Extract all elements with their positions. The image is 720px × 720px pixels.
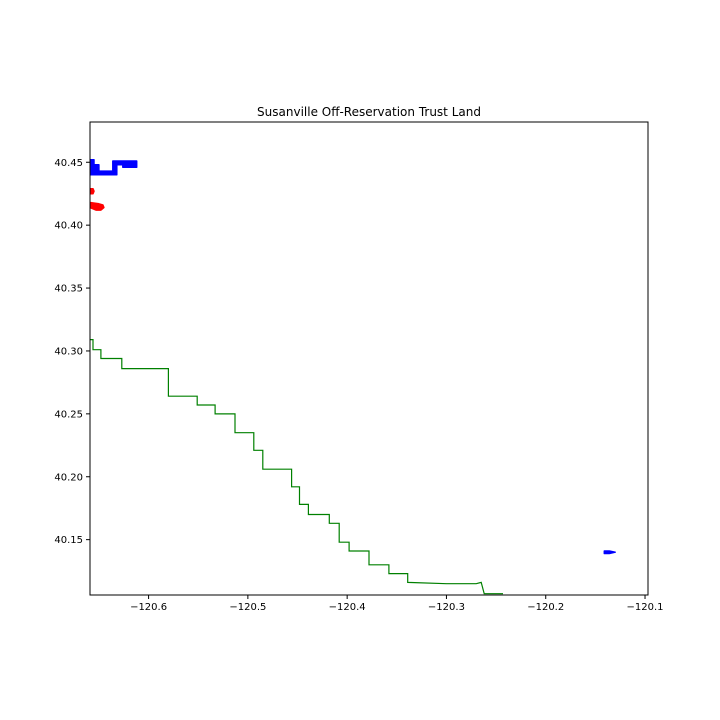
y-tick-label: 40.45 [54,158,83,169]
y-tick-label: 40.35 [54,284,83,295]
x-tick-label: −120.5 [229,602,266,613]
x-axis: −120.6 −120.5 −120.4 −120.3 −120.2 −120.1 [130,595,664,613]
y-tick-label: 40.20 [54,472,83,483]
series-0-polygon-1 [603,550,616,555]
x-tick-label: −120.6 [130,602,167,613]
x-tick-label: −120.1 [627,602,664,613]
series-1-polygon-0 [90,187,95,195]
y-axis: 40.15 40.20 40.25 40.30 40.35 40.40 40.45 [54,158,90,546]
chart-title: Susanville Off-Reservation Trust Land [257,105,481,119]
series-2-line [90,339,503,595]
y-tick-label: 40.25 [54,409,83,420]
series-1-polygon-1 [90,201,105,211]
plot-frame [89,121,649,596]
y-tick-label: 40.15 [54,535,83,546]
y-tick-label: 40.40 [54,221,83,232]
x-tick-label: −120.4 [329,602,366,613]
x-tick-label: −120.3 [428,602,465,613]
y-tick-label: 40.30 [54,346,83,357]
series-0-polygon-0 [90,158,138,176]
x-tick-label: −120.2 [527,602,564,613]
plot-area [90,158,616,595]
